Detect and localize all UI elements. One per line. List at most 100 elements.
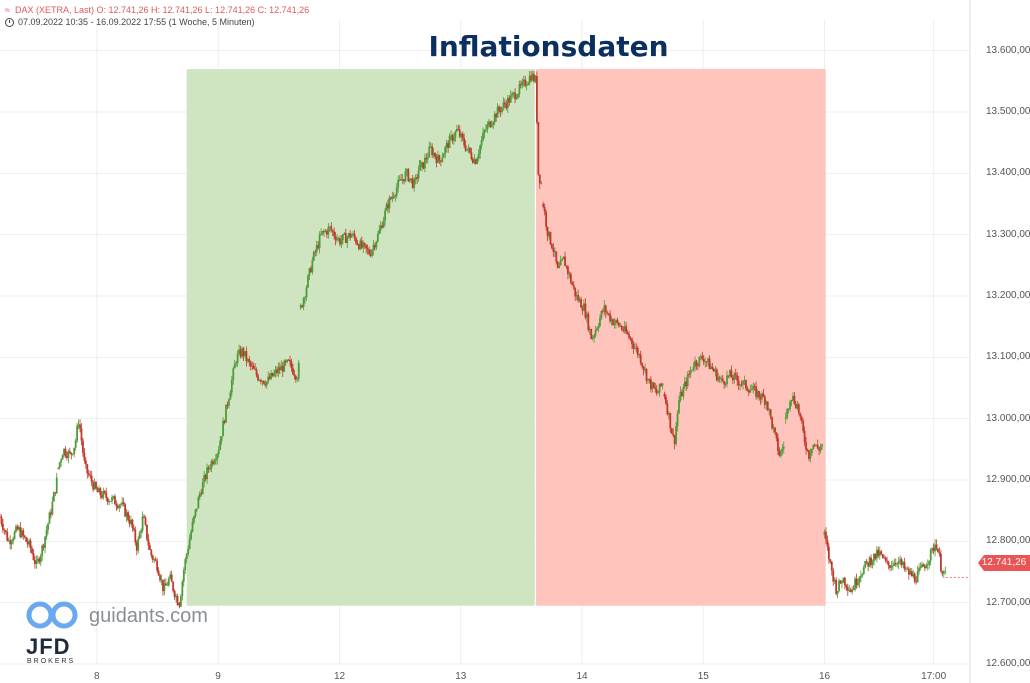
candle-body <box>333 231 336 237</box>
candle-body <box>398 179 401 181</box>
candle-body <box>512 92 515 94</box>
candle-body <box>623 326 626 331</box>
candle-body <box>778 450 781 456</box>
candle-body <box>111 497 113 502</box>
candle-body <box>331 230 334 232</box>
candle-body <box>321 230 324 234</box>
candle-body <box>246 359 249 362</box>
candle-body <box>73 447 76 454</box>
candle-body <box>849 589 852 593</box>
candle-body <box>414 177 417 180</box>
candle-body <box>323 230 325 232</box>
candle-body <box>31 548 33 554</box>
candle-body <box>337 238 340 240</box>
candle-body <box>864 561 867 568</box>
candle-body <box>411 178 414 188</box>
candle-body <box>330 226 333 231</box>
candle-body <box>889 565 891 568</box>
candle-body <box>339 238 341 245</box>
candle-body <box>60 459 63 463</box>
candle-body <box>508 97 511 103</box>
candle-body <box>257 375 259 381</box>
candle-body <box>213 461 216 464</box>
candle-body <box>135 542 138 551</box>
candle-body <box>103 490 106 493</box>
candle-body <box>871 561 874 565</box>
candle-body <box>797 404 800 413</box>
candle-body <box>675 426 677 444</box>
candle-body <box>938 552 941 554</box>
candle-body <box>327 227 330 235</box>
candle-body <box>44 536 47 548</box>
candle-body <box>528 75 531 84</box>
candle-body <box>613 322 616 326</box>
candle-body <box>52 492 55 502</box>
candle-body <box>9 540 12 545</box>
candle-body <box>620 326 623 330</box>
candle-body <box>315 245 318 253</box>
candle-body <box>699 356 702 357</box>
candle-body <box>54 492 57 494</box>
candle-body <box>524 79 527 86</box>
candle-body <box>283 360 286 372</box>
candle-body <box>552 248 555 252</box>
candle-body <box>477 153 480 159</box>
candle-body <box>116 506 119 509</box>
candle-body <box>944 571 947 573</box>
candle-body <box>591 337 594 340</box>
jfd-logo-text: JFD <box>26 634 71 659</box>
candle-body <box>631 338 633 345</box>
candle-body <box>816 444 819 449</box>
candle-body <box>173 590 176 598</box>
candle-body <box>734 373 737 376</box>
candle-body <box>55 477 58 494</box>
candle-body <box>146 524 148 540</box>
candle-body <box>694 360 696 368</box>
candle-body <box>127 512 129 520</box>
candle-body <box>294 375 297 380</box>
candle-body <box>553 251 556 253</box>
candle-body <box>599 318 601 327</box>
candle-body <box>400 179 402 181</box>
candle-body <box>479 145 482 154</box>
candle-body <box>305 287 308 298</box>
candle-body <box>875 549 878 559</box>
candle-body <box>518 84 521 94</box>
candle-body <box>466 149 468 151</box>
candle-body <box>76 425 79 441</box>
candle-body <box>638 354 641 356</box>
candle-body <box>71 453 74 455</box>
candle-body <box>219 440 222 450</box>
candle-body <box>542 204 545 207</box>
candle-body <box>404 171 407 182</box>
candle-body <box>248 359 251 363</box>
candle-body <box>858 577 861 583</box>
candle-body <box>201 482 204 495</box>
candle-body <box>823 531 826 536</box>
candle-body <box>190 531 192 540</box>
candle-body <box>923 566 926 569</box>
candle-body <box>167 578 170 586</box>
candle-body <box>670 428 673 434</box>
candle-body <box>928 560 931 565</box>
candle-body <box>845 585 848 588</box>
guidants-text: guidants.com <box>89 605 208 627</box>
y-tick-label: 13.600,00 <box>986 44 1030 56</box>
candle-body <box>546 226 549 237</box>
candle-body <box>268 376 271 379</box>
candle-body <box>565 265 568 267</box>
candle-body <box>463 138 466 146</box>
candle-body <box>912 573 915 577</box>
candle-body <box>421 162 423 168</box>
candle-body <box>792 395 794 400</box>
candle-body <box>538 174 541 184</box>
candle-body <box>450 135 452 137</box>
candle-body <box>150 549 153 556</box>
candle-body <box>894 562 897 564</box>
candle-body <box>287 359 290 361</box>
candle-body <box>214 459 217 462</box>
candle-body <box>374 245 376 248</box>
candle-body <box>915 581 918 583</box>
candle-body <box>826 539 829 547</box>
candle-body <box>503 102 506 105</box>
